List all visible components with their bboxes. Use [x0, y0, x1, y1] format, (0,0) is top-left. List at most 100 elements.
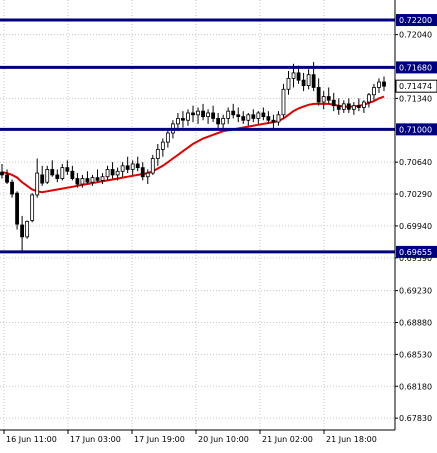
y-tick-label: 0.72040	[399, 31, 432, 40]
candle	[382, 76, 386, 92]
candle	[50, 160, 55, 177]
candle	[5, 169, 9, 185]
y-tick-label: 0.68180	[399, 382, 432, 391]
candle	[306, 69, 311, 90]
y-tick-label: 0.71340	[399, 94, 432, 103]
y-tick-label: 0.68880	[399, 319, 432, 328]
candle	[35, 158, 40, 198]
candle	[30, 193, 35, 223]
y-axis-ticks: 0.72040 0.71340 0.70640 0.70290 0.69940 0.695…	[395, 31, 432, 423]
x-tick-label: 17 Jun 19:00	[134, 435, 185, 444]
y-tick-label: 0.69940	[399, 222, 432, 231]
candle	[341, 100, 346, 113]
candle	[186, 109, 190, 126]
candle	[125, 156, 130, 174]
candle	[90, 174, 95, 186]
candle	[301, 72, 306, 92]
candle	[231, 103, 236, 119]
candle	[236, 107, 241, 123]
candle	[135, 156, 140, 172]
candle	[281, 83, 286, 119]
y-tick-label: 0.69230	[399, 287, 432, 296]
candle	[251, 109, 256, 123]
last-price-bg	[395, 79, 437, 93]
x-tick-label: 20 Jun 10:00	[198, 435, 249, 444]
candle	[372, 83, 376, 101]
candle	[246, 112, 251, 126]
candle	[110, 162, 115, 179]
candle	[145, 169, 150, 185]
x-tick-label: 16 Jun 11:00	[6, 435, 57, 444]
candle	[367, 92, 371, 108]
candle	[256, 111, 261, 124]
candle	[120, 162, 125, 177]
candle	[165, 129, 170, 148]
candle	[191, 105, 195, 123]
candle	[321, 91, 326, 110]
y-tick-label: 0.68530	[399, 350, 432, 359]
moving-average-line	[1, 95, 385, 194]
level-label-bg	[396, 14, 437, 27]
candle	[115, 167, 120, 181]
last-price-label: 0.71474	[399, 82, 432, 91]
candle	[356, 98, 361, 112]
x-axis-ticks: 16 Jun 11:00 17 Jun 03:00 17 Jun 19:00 20 J…	[3, 430, 377, 444]
x-tick-label: 21 Jun 18:00	[326, 435, 377, 444]
y-tick-label: 0.67830	[399, 414, 432, 423]
candle	[181, 111, 185, 128]
candle	[85, 171, 90, 185]
candle	[271, 114, 276, 130]
candle	[346, 98, 351, 113]
level-label-bg	[396, 123, 437, 136]
level-label: 0.69655	[399, 248, 432, 257]
candle	[45, 165, 50, 185]
candle	[0, 163, 4, 179]
candle	[196, 107, 200, 124]
candle	[155, 143, 160, 166]
candle	[326, 87, 331, 104]
candle	[95, 169, 100, 183]
candle	[105, 165, 110, 181]
candle	[25, 220, 30, 239]
candle	[276, 111, 281, 126]
candle	[331, 92, 336, 112]
axes	[0, 0, 396, 431]
candle	[286, 71, 291, 95]
level-label-bg	[396, 245, 437, 258]
moving-average	[1, 95, 385, 194]
candle	[377, 78, 381, 93]
level-label: 0.71680	[399, 63, 432, 72]
candle	[241, 111, 246, 124]
candle	[100, 173, 105, 185]
candle	[75, 173, 80, 188]
level-label-bg	[396, 61, 437, 74]
price-labels: 0.72200 0.71680 0.71000 0.69655 0.71474	[395, 14, 437, 258]
level-label: 0.71000	[399, 125, 432, 134]
candle	[65, 160, 70, 175]
candle	[80, 174, 85, 188]
candle	[15, 191, 19, 230]
candle	[140, 162, 145, 181]
y-tick-label: 0.69590	[399, 254, 432, 263]
candle	[150, 154, 155, 175]
y-tick-label: 0.70290	[399, 190, 432, 199]
candle	[336, 98, 341, 115]
candle	[201, 103, 205, 121]
level-label: 0.72200	[399, 16, 432, 25]
candle	[261, 107, 266, 121]
candle	[211, 105, 216, 123]
candle	[160, 138, 165, 157]
candle	[60, 163, 65, 181]
candle	[351, 102, 356, 115]
x-tick-label: 21 Jun 02:00	[262, 435, 313, 444]
candle	[55, 169, 60, 183]
candle	[216, 112, 221, 130]
candle	[266, 111, 271, 124]
candle	[361, 100, 366, 113]
candles	[0, 61, 386, 254]
candle	[10, 179, 14, 198]
candle	[130, 160, 135, 175]
candle	[70, 165, 75, 181]
